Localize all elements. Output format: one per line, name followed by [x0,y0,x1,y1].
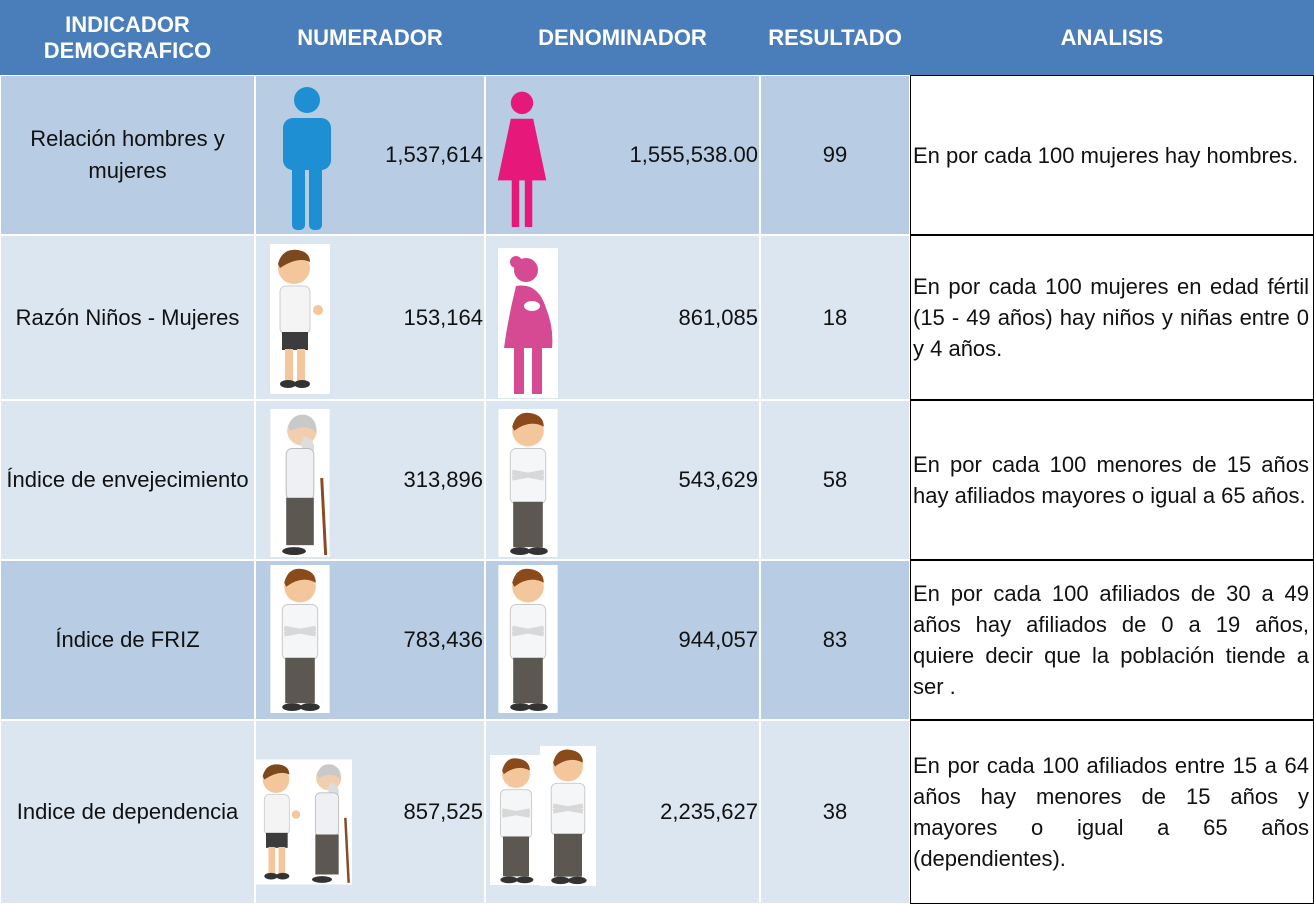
numerator-value: 857,525 [403,799,483,824]
denominator-value: 944,057 [678,627,758,652]
indicator-cell: Razón Niños - Mujeres [0,235,255,400]
analysis-cell: En por cada 100 mujeres hay hombres. [910,75,1314,235]
denominator-cell: 2,235,627 [485,720,760,904]
denominator-cell: 543,629 [485,400,760,560]
denominator-value: 2,235,627 [660,799,758,824]
analysis-text: En por cada 100 afiliados entre 15 a 64 … [913,753,1309,871]
indicator-cell: Relación hombres y mujeres [0,75,255,235]
numerator-cell: 313,896 [255,400,485,560]
header-cell: RESULTADO [760,0,910,75]
numerator-value: 783,436 [403,627,483,652]
woman-icon [494,82,550,232]
header-cell: INDICADOR DEMOGRAFICO [0,0,255,75]
pregnant-woman-image [488,248,568,398]
elderly-man-image [302,747,352,897]
denominator-value: 1,555,538.00 [629,142,758,167]
adult-man-image [490,409,566,557]
denominator-cell: 1,555,538.00 [485,75,760,235]
denominator-cell: 861,085 [485,235,760,400]
numerator-cell: 1,537,614 [255,75,485,235]
numerator-value: 1,537,614 [385,142,483,167]
analysis-cell: En por cada 100 afiliados entre 15 a 64 … [910,720,1314,904]
numerator-cell: 857,525 [255,720,485,904]
result-cell: 83 [760,560,910,720]
denominator-value: 861,085 [678,304,758,330]
analysis-text: En por cada 100 menores de 15 años hay a… [913,452,1309,508]
result-cell: 58 [760,400,910,560]
result-cell: 18 [760,235,910,400]
indicator-cell: Índice de FRIZ [0,560,255,720]
analysis-text: En por cada 100 mujeres hay hombres. [913,142,1299,168]
analysis-cell: En por cada 100 menores de 15 años hay a… [910,400,1314,560]
boy-image [261,244,339,394]
elderly-man-image [264,409,336,557]
analysis-text: En por cada 100 mujeres en edad fértil (… [913,274,1309,361]
analysis-cell: En por cada 100 mujeres en edad fértil (… [910,235,1314,400]
result-cell: 99 [760,75,910,235]
numerator-cell: 783,436 [255,560,485,720]
indicator-cell: Índice de envejecimiento [0,400,255,560]
numerator-cell: 153,164 [255,235,485,400]
adult-man-image [540,741,596,891]
header-cell: DENOMINADOR [485,0,760,75]
indicator-cell: Indice de dependencia [0,720,255,904]
denominator-value: 543,629 [678,467,758,492]
adult-man-image [262,565,338,713]
header-cell: ANALISIS [910,0,1314,75]
analysis-cell: En por cada 100 afiliados de 30 a 49 año… [910,560,1314,720]
analysis-text: En por cada 100 afiliados de 30 a 49 año… [913,581,1309,699]
adult-man-image [492,565,564,713]
numerator-value: 153,164 [403,304,483,330]
man-icon [276,82,338,232]
numerator-value: 313,896 [403,467,483,492]
result-cell: 38 [760,720,910,904]
boy-image [256,747,306,897]
adult-man-image [490,745,542,895]
header-cell: NUMERADOR [255,0,485,75]
denominator-cell: 944,057 [485,560,760,720]
